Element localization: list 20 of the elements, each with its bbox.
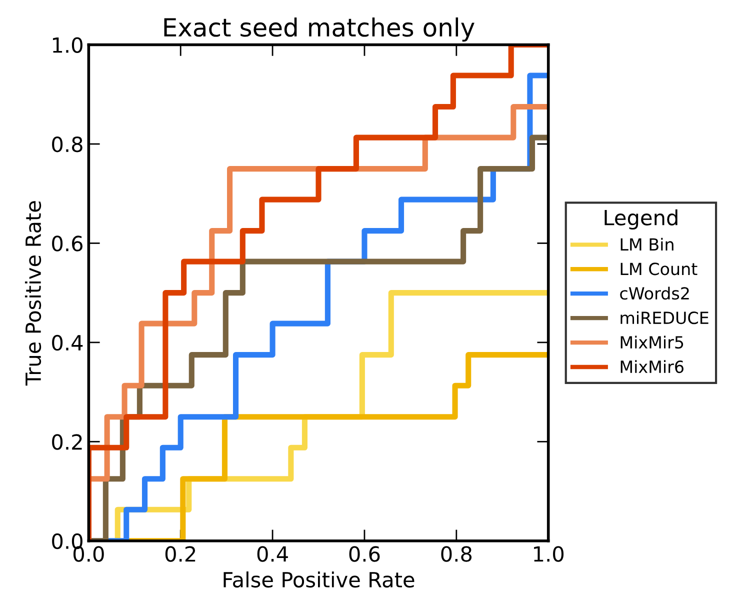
y-axis-title: True Positive Rate [24,201,42,386]
legend-label: miREDUCE [620,311,708,324]
x-tick-label: 1.0 [534,546,564,562]
x-tick-label: 0.2 [165,546,196,562]
legend-label: MixMir5 [620,336,684,349]
legend-label: LM Count [620,262,698,276]
y-tick-label: 0.2 [52,434,82,450]
legend-label: cWords2 [620,286,689,300]
legend-label: LM Bin [620,238,674,251]
x-tick-label: 0.8 [441,546,472,562]
x-tick-label: 0.6 [349,546,380,562]
y-tick-label: 1.0 [52,37,82,53]
chart-title: Exact seed matches only [164,17,474,42]
y-tick-label: 0.6 [52,236,83,252]
x-axis-title: False Positive Rate [224,571,414,588]
legend-title: Legend [604,209,678,230]
y-tick-label: 0.4 [52,334,83,351]
y-tick-label: 0.8 [52,136,82,152]
x-tick-label: 0.4 [257,546,288,562]
legend-label: MixMir6 [620,360,684,374]
